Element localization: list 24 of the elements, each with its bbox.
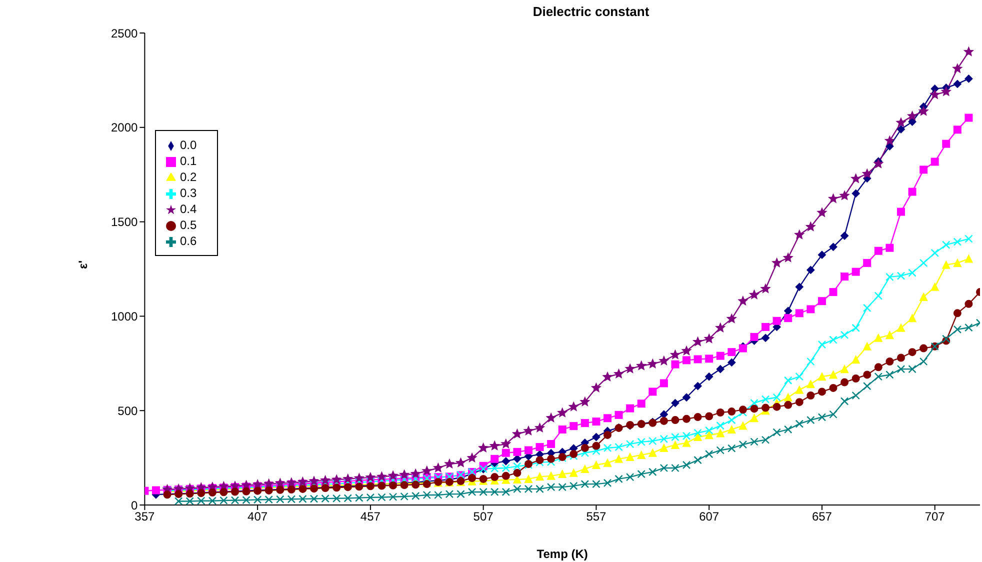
x-axis-title: Temp (K): [536, 547, 588, 561]
y-tick-label: 1500: [110, 215, 138, 230]
y-tick-label: 2000: [110, 120, 138, 135]
legend-label: 0.0: [180, 138, 197, 152]
x-tick-label: 407: [248, 510, 268, 524]
legend-label: 0.4: [180, 202, 197, 216]
y-tick-label: 2500: [110, 26, 138, 40]
x-tick-label: 657: [812, 510, 832, 524]
y-tick-label: 500: [118, 404, 138, 418]
legend-label: 0.3: [180, 186, 197, 200]
y-tick-label: 1000: [110, 309, 138, 324]
x-tick-label: 457: [360, 510, 381, 524]
legend-label: 0.2: [180, 170, 197, 184]
legend-label: 0.6: [180, 234, 197, 248]
legend-label: 0.1: [180, 154, 197, 168]
y-tick-label: 0: [131, 498, 138, 512]
legend-label: 0.5: [180, 218, 197, 232]
x-tick-label: 557: [586, 510, 607, 524]
y-axis-title: ε': [76, 260, 90, 269]
x-tick-label: 707: [924, 510, 946, 524]
x-tick-label: 607: [699, 510, 720, 524]
chart-title: Dielectric constant: [532, 4, 650, 19]
x-tick-label: 357: [134, 510, 156, 524]
x-tick-label: 507: [473, 510, 494, 524]
